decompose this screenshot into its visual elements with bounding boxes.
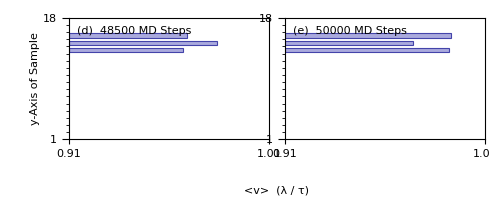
Text: <v>  (λ / τ): <v> (λ / τ): [245, 185, 309, 195]
Bar: [285, 33, 451, 38]
Text: (d)  48500 MD Steps: (d) 48500 MD Steps: [76, 26, 191, 36]
Bar: [69, 48, 183, 52]
Bar: [69, 41, 217, 45]
Bar: [69, 33, 187, 38]
Bar: [285, 48, 449, 52]
Bar: [285, 41, 413, 45]
Y-axis label: y-Axis of Sample: y-Axis of Sample: [30, 32, 40, 125]
Text: (e)  50000 MD Steps: (e) 50000 MD Steps: [293, 26, 407, 36]
